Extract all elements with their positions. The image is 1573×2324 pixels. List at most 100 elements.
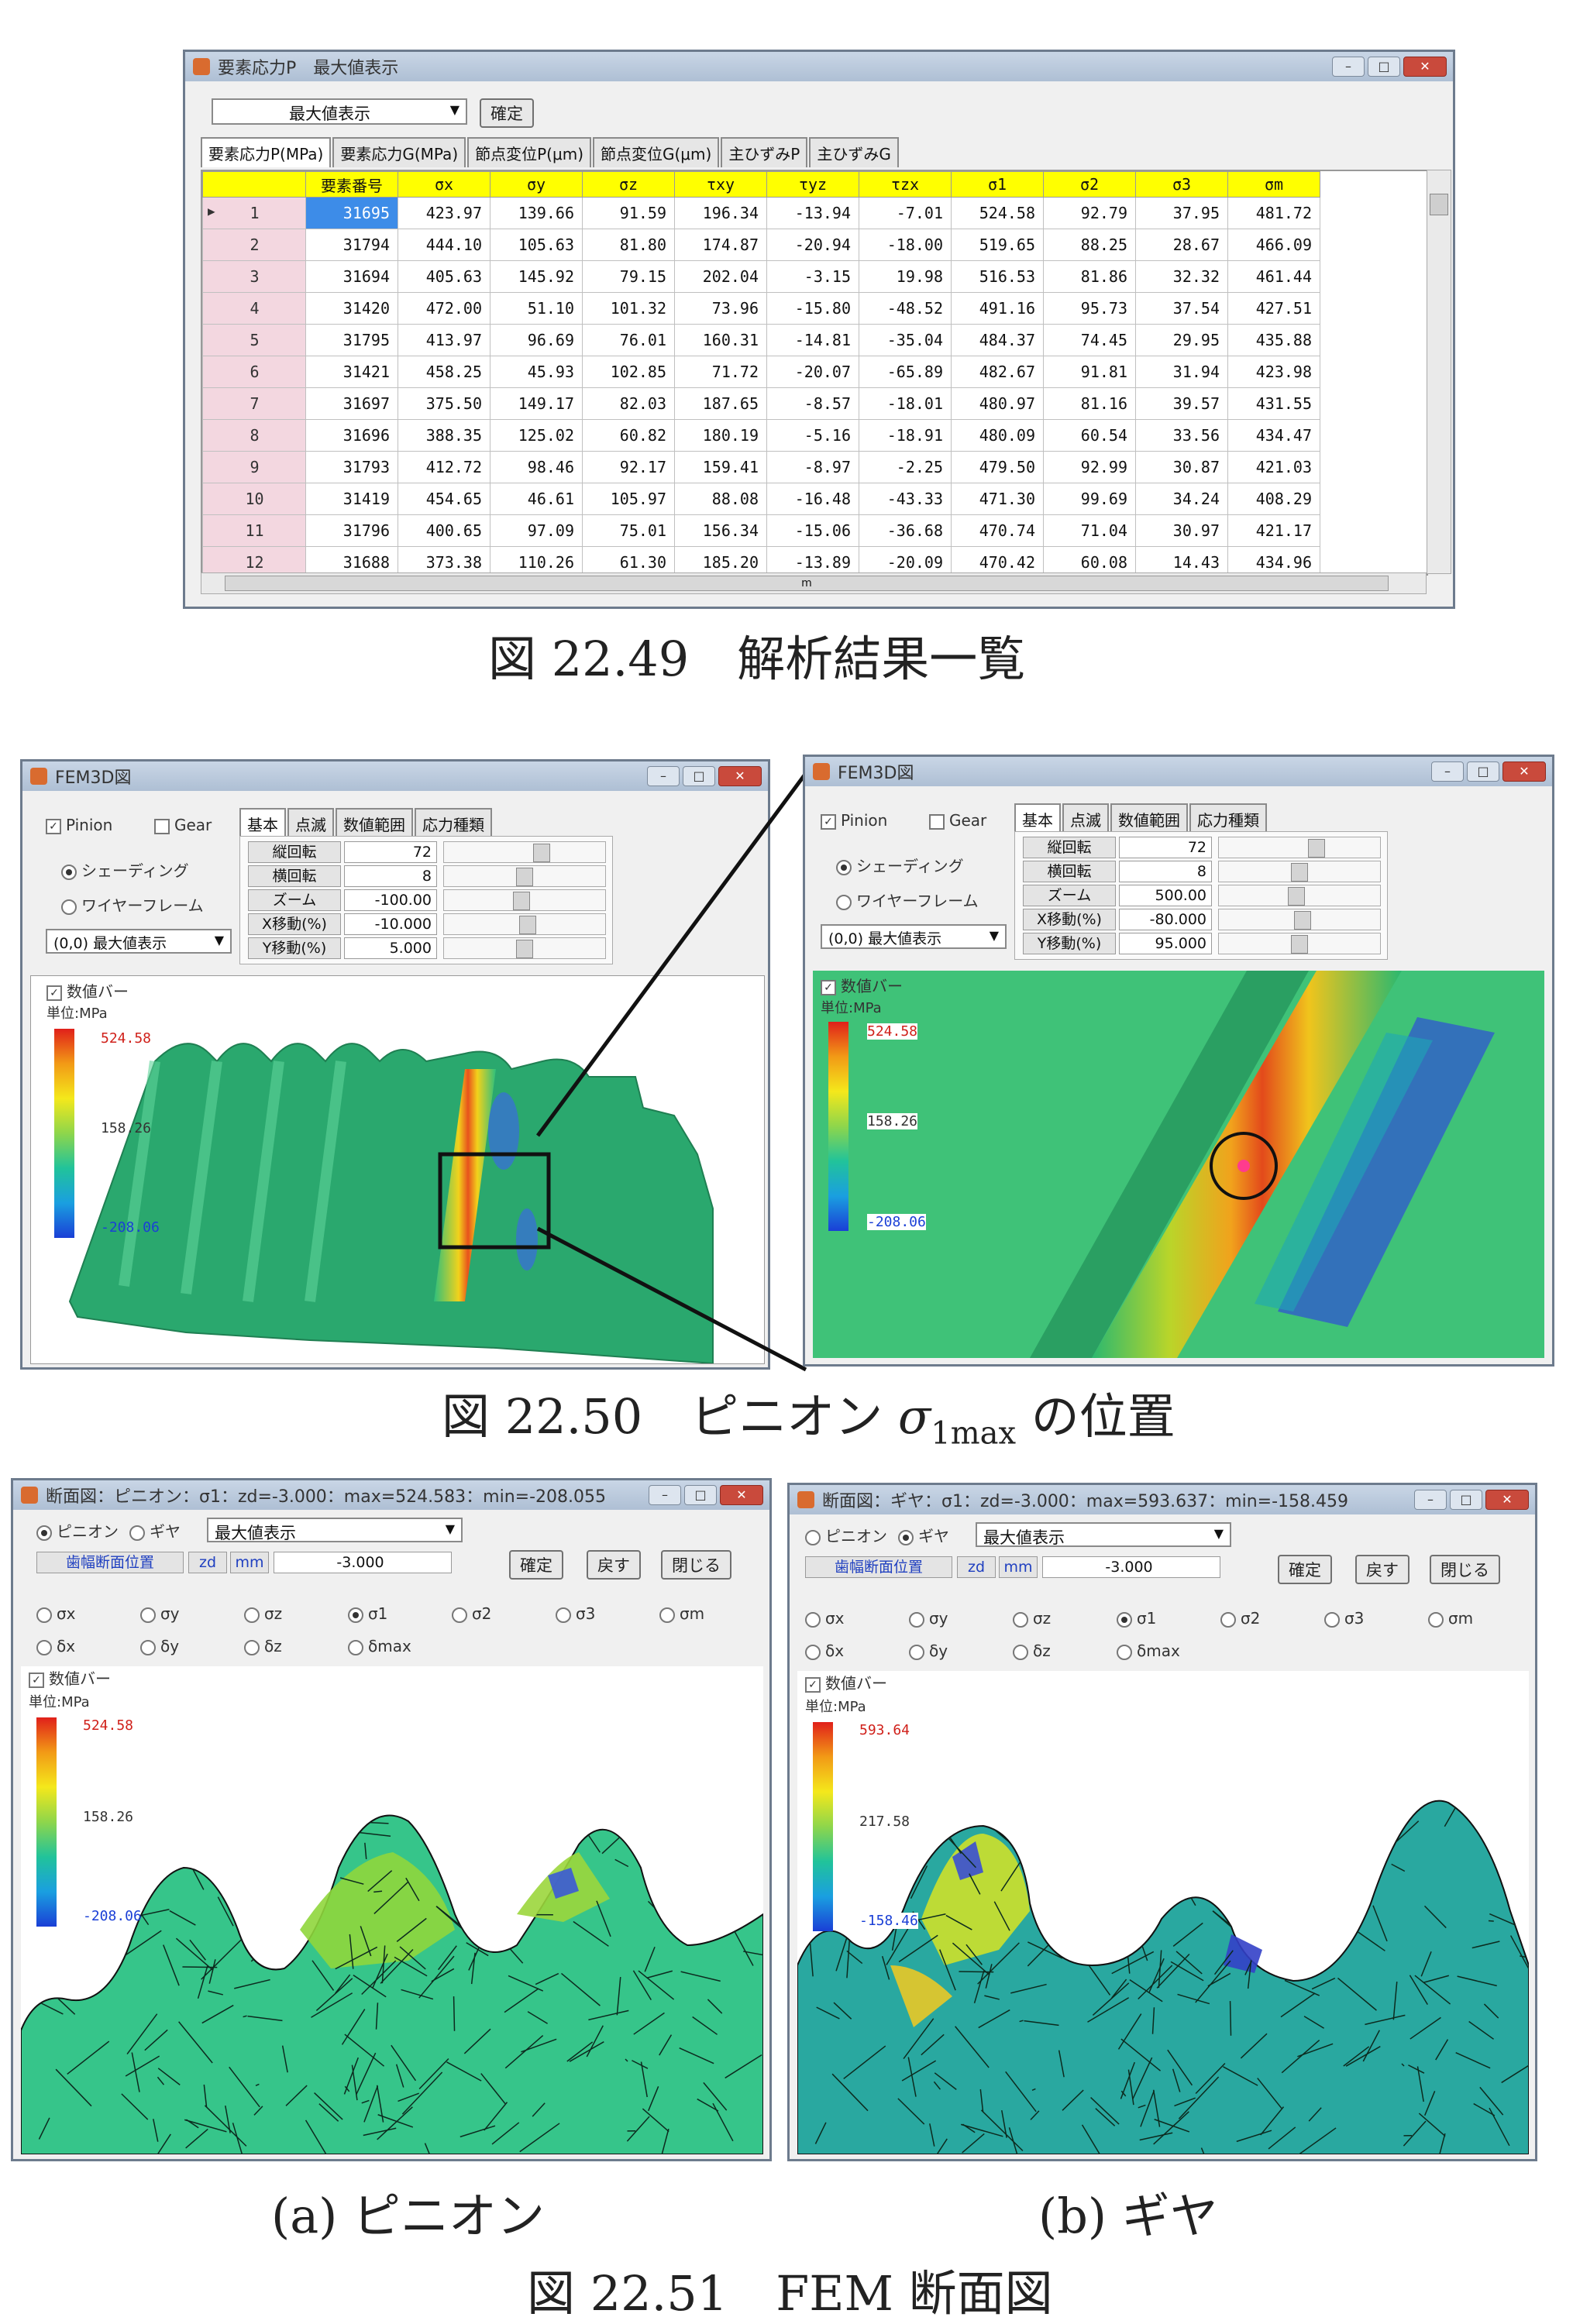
minimize-button[interactable]: – (1431, 761, 1464, 782)
param-value-input[interactable]: 5.000 (344, 937, 437, 959)
column-header[interactable]: σ3 (1136, 172, 1228, 198)
column-header[interactable]: σm (1228, 172, 1320, 198)
table-cell[interactable]: 32.32 (1136, 261, 1228, 293)
param-value-input[interactable]: -100.00 (344, 889, 437, 911)
component-radio[interactable]: δy (909, 1642, 1013, 1660)
table-cell[interactable]: -18.01 (859, 388, 952, 420)
scrollbar-thumb[interactable] (1430, 194, 1448, 215)
table-cell[interactable]: 156.34 (675, 515, 767, 547)
table-cell[interactable]: 466.09 (1228, 229, 1320, 261)
component-radio[interactable]: σz (244, 1604, 348, 1623)
table-cell[interactable]: 81.16 (1044, 388, 1136, 420)
table-cell[interactable]: 479.50 (952, 452, 1044, 483)
table-cell[interactable]: 37.54 (1136, 293, 1228, 325)
param-value-input[interactable]: 72 (1119, 837, 1212, 858)
table-cell[interactable]: -20.07 (767, 356, 859, 388)
table-cell[interactable]: -8.97 (767, 452, 859, 483)
table-cell[interactable]: 75.01 (583, 515, 675, 547)
close-button[interactable]: ✕ (718, 766, 762, 786)
slider-knob[interactable] (516, 868, 533, 886)
table-cell[interactable]: 31688 (306, 547, 398, 576)
component-radio[interactable]: δx (36, 1637, 140, 1655)
viewport-pinion-section[interactable]: ✓数値バー 単位:MPa 524.58 158.26 -208.06 (21, 1666, 763, 2154)
column-header[interactable]: τzx (859, 172, 952, 198)
confirm-button[interactable]: 確定 (480, 98, 534, 128)
minimize-button[interactable]: – (649, 1485, 681, 1505)
column-header[interactable]: 要素番号 (306, 172, 398, 198)
table-cell[interactable]: 51.10 (490, 293, 583, 325)
column-header[interactable]: σx (398, 172, 490, 198)
table-cell[interactable]: 484.37 (952, 325, 1044, 356)
component-radio[interactable]: δy (140, 1637, 244, 1655)
table-cell[interactable]: 81.86 (1044, 261, 1136, 293)
table-cell[interactable]: 102.85 (583, 356, 675, 388)
table-cell[interactable]: 160.31 (675, 325, 767, 356)
table-cell[interactable]: 471.30 (952, 483, 1044, 515)
table-cell[interactable]: 31697 (306, 388, 398, 420)
row-header[interactable]: 12 (203, 547, 306, 576)
table-cell[interactable]: 174.87 (675, 229, 767, 261)
table-cell[interactable]: 196.34 (675, 198, 767, 229)
table-cell[interactable]: -16.48 (767, 483, 859, 515)
close-button[interactable]: ✕ (1403, 57, 1447, 77)
table-cell[interactable]: 73.96 (675, 293, 767, 325)
valuebar-checkbox[interactable]: ✓数値バー (821, 974, 903, 996)
pinion-checkbox[interactable]: ✓Pinion (46, 816, 112, 834)
row-header[interactable]: 9 (203, 452, 306, 483)
table-cell[interactable]: 31794 (306, 229, 398, 261)
table-cell[interactable]: 96.69 (490, 325, 583, 356)
close-button[interactable]: ✕ (1485, 1490, 1529, 1510)
column-header[interactable]: σ2 (1044, 172, 1136, 198)
table-cell[interactable]: 458.25 (398, 356, 490, 388)
tab-blink[interactable]: 点滅 (1062, 803, 1109, 834)
maximize-button[interactable]: □ (1368, 57, 1400, 77)
param-value-input[interactable]: 95.000 (1119, 933, 1212, 954)
gear-radio[interactable]: ギヤ (129, 1519, 181, 1542)
table-cell[interactable]: -18.91 (859, 420, 952, 452)
table-cell[interactable]: 180.19 (675, 420, 767, 452)
close-dialog-button[interactable]: 閉じる (661, 1550, 731, 1580)
table-cell[interactable]: -15.06 (767, 515, 859, 547)
slider-knob[interactable] (516, 940, 533, 958)
table-cell[interactable]: 91.81 (1044, 356, 1136, 388)
tab-stress-type[interactable]: 応力種類 (1189, 803, 1267, 834)
component-radio[interactable]: δmax (1117, 1642, 1220, 1660)
table-cell[interactable]: 472.00 (398, 293, 490, 325)
component-radio[interactable]: σx (805, 1609, 909, 1628)
table-cell[interactable]: 28.67 (1136, 229, 1228, 261)
param-value-input[interactable]: 72 (344, 841, 437, 863)
component-radio[interactable]: σ1 (1117, 1609, 1220, 1628)
tab-principal-strain-g[interactable]: 主ひずみG (809, 137, 899, 167)
table-cell[interactable]: 145.92 (490, 261, 583, 293)
table-cell[interactable]: 39.57 (1136, 388, 1228, 420)
display-select[interactable]: (0,0) 最大値表示▼ (46, 929, 232, 954)
display-select[interactable]: 最大値表示▼ (207, 1518, 463, 1542)
component-radio[interactable]: δmax (348, 1637, 452, 1655)
component-radio[interactable]: σy (909, 1609, 1013, 1628)
gear-checkbox[interactable]: Gear (929, 811, 986, 830)
row-header[interactable]: 11 (203, 515, 306, 547)
table-cell[interactable]: 88.25 (1044, 229, 1136, 261)
table-cell[interactable]: -43.33 (859, 483, 952, 515)
confirm-button[interactable]: 確定 (1278, 1555, 1332, 1584)
maximize-button[interactable]: □ (684, 1485, 717, 1505)
table-cell[interactable]: 423.97 (398, 198, 490, 229)
component-radio[interactable]: σ1 (348, 1604, 452, 1623)
section-position-input[interactable]: -3.000 (274, 1552, 452, 1573)
table-cell[interactable]: 31696 (306, 420, 398, 452)
table-cell[interactable]: 82.03 (583, 388, 675, 420)
table-cell[interactable]: -36.68 (859, 515, 952, 547)
slider-knob[interactable] (513, 892, 530, 910)
table-cell[interactable]: 60.54 (1044, 420, 1136, 452)
pinion-radio[interactable]: ピニオン (36, 1519, 119, 1542)
tab-element-stress-g[interactable]: 要素応力G(MPa) (332, 137, 466, 167)
component-radio[interactable]: δz (1013, 1642, 1117, 1660)
table-cell[interactable]: 31796 (306, 515, 398, 547)
component-radio[interactable]: σ3 (556, 1604, 659, 1623)
table-cell[interactable]: -14.81 (767, 325, 859, 356)
param-slider[interactable] (443, 913, 606, 935)
table-cell[interactable]: 388.35 (398, 420, 490, 452)
